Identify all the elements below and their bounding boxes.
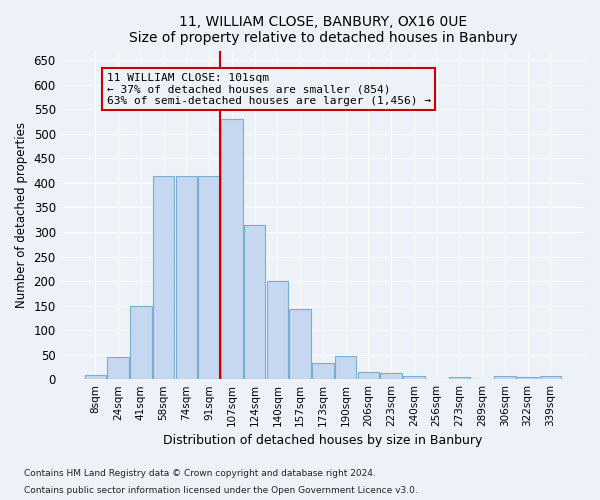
- Bar: [198, 176, 220, 379]
- Bar: [130, 306, 152, 379]
- Bar: [176, 176, 197, 379]
- Bar: [449, 376, 470, 379]
- Bar: [403, 376, 425, 379]
- Bar: [244, 224, 265, 379]
- Bar: [335, 356, 356, 379]
- Bar: [380, 374, 402, 379]
- Bar: [153, 176, 175, 379]
- Bar: [266, 281, 288, 379]
- Text: 11 WILLIAM CLOSE: 101sqm
← 37% of detached houses are smaller (854)
63% of semi-: 11 WILLIAM CLOSE: 101sqm ← 37% of detach…: [107, 72, 431, 106]
- Bar: [494, 376, 515, 379]
- Bar: [539, 376, 561, 379]
- Bar: [312, 363, 334, 379]
- Bar: [358, 372, 379, 379]
- Text: Contains public sector information licensed under the Open Government Licence v3: Contains public sector information licen…: [24, 486, 418, 495]
- Text: Contains HM Land Registry data © Crown copyright and database right 2024.: Contains HM Land Registry data © Crown c…: [24, 468, 376, 477]
- X-axis label: Distribution of detached houses by size in Banbury: Distribution of detached houses by size …: [163, 434, 482, 448]
- Bar: [289, 309, 311, 379]
- Bar: [85, 376, 106, 379]
- Bar: [107, 357, 129, 379]
- Bar: [517, 376, 538, 379]
- Title: 11, WILLIAM CLOSE, BANBURY, OX16 0UE
Size of property relative to detached house: 11, WILLIAM CLOSE, BANBURY, OX16 0UE Siz…: [128, 15, 517, 45]
- Bar: [221, 119, 242, 379]
- Y-axis label: Number of detached properties: Number of detached properties: [15, 122, 28, 308]
